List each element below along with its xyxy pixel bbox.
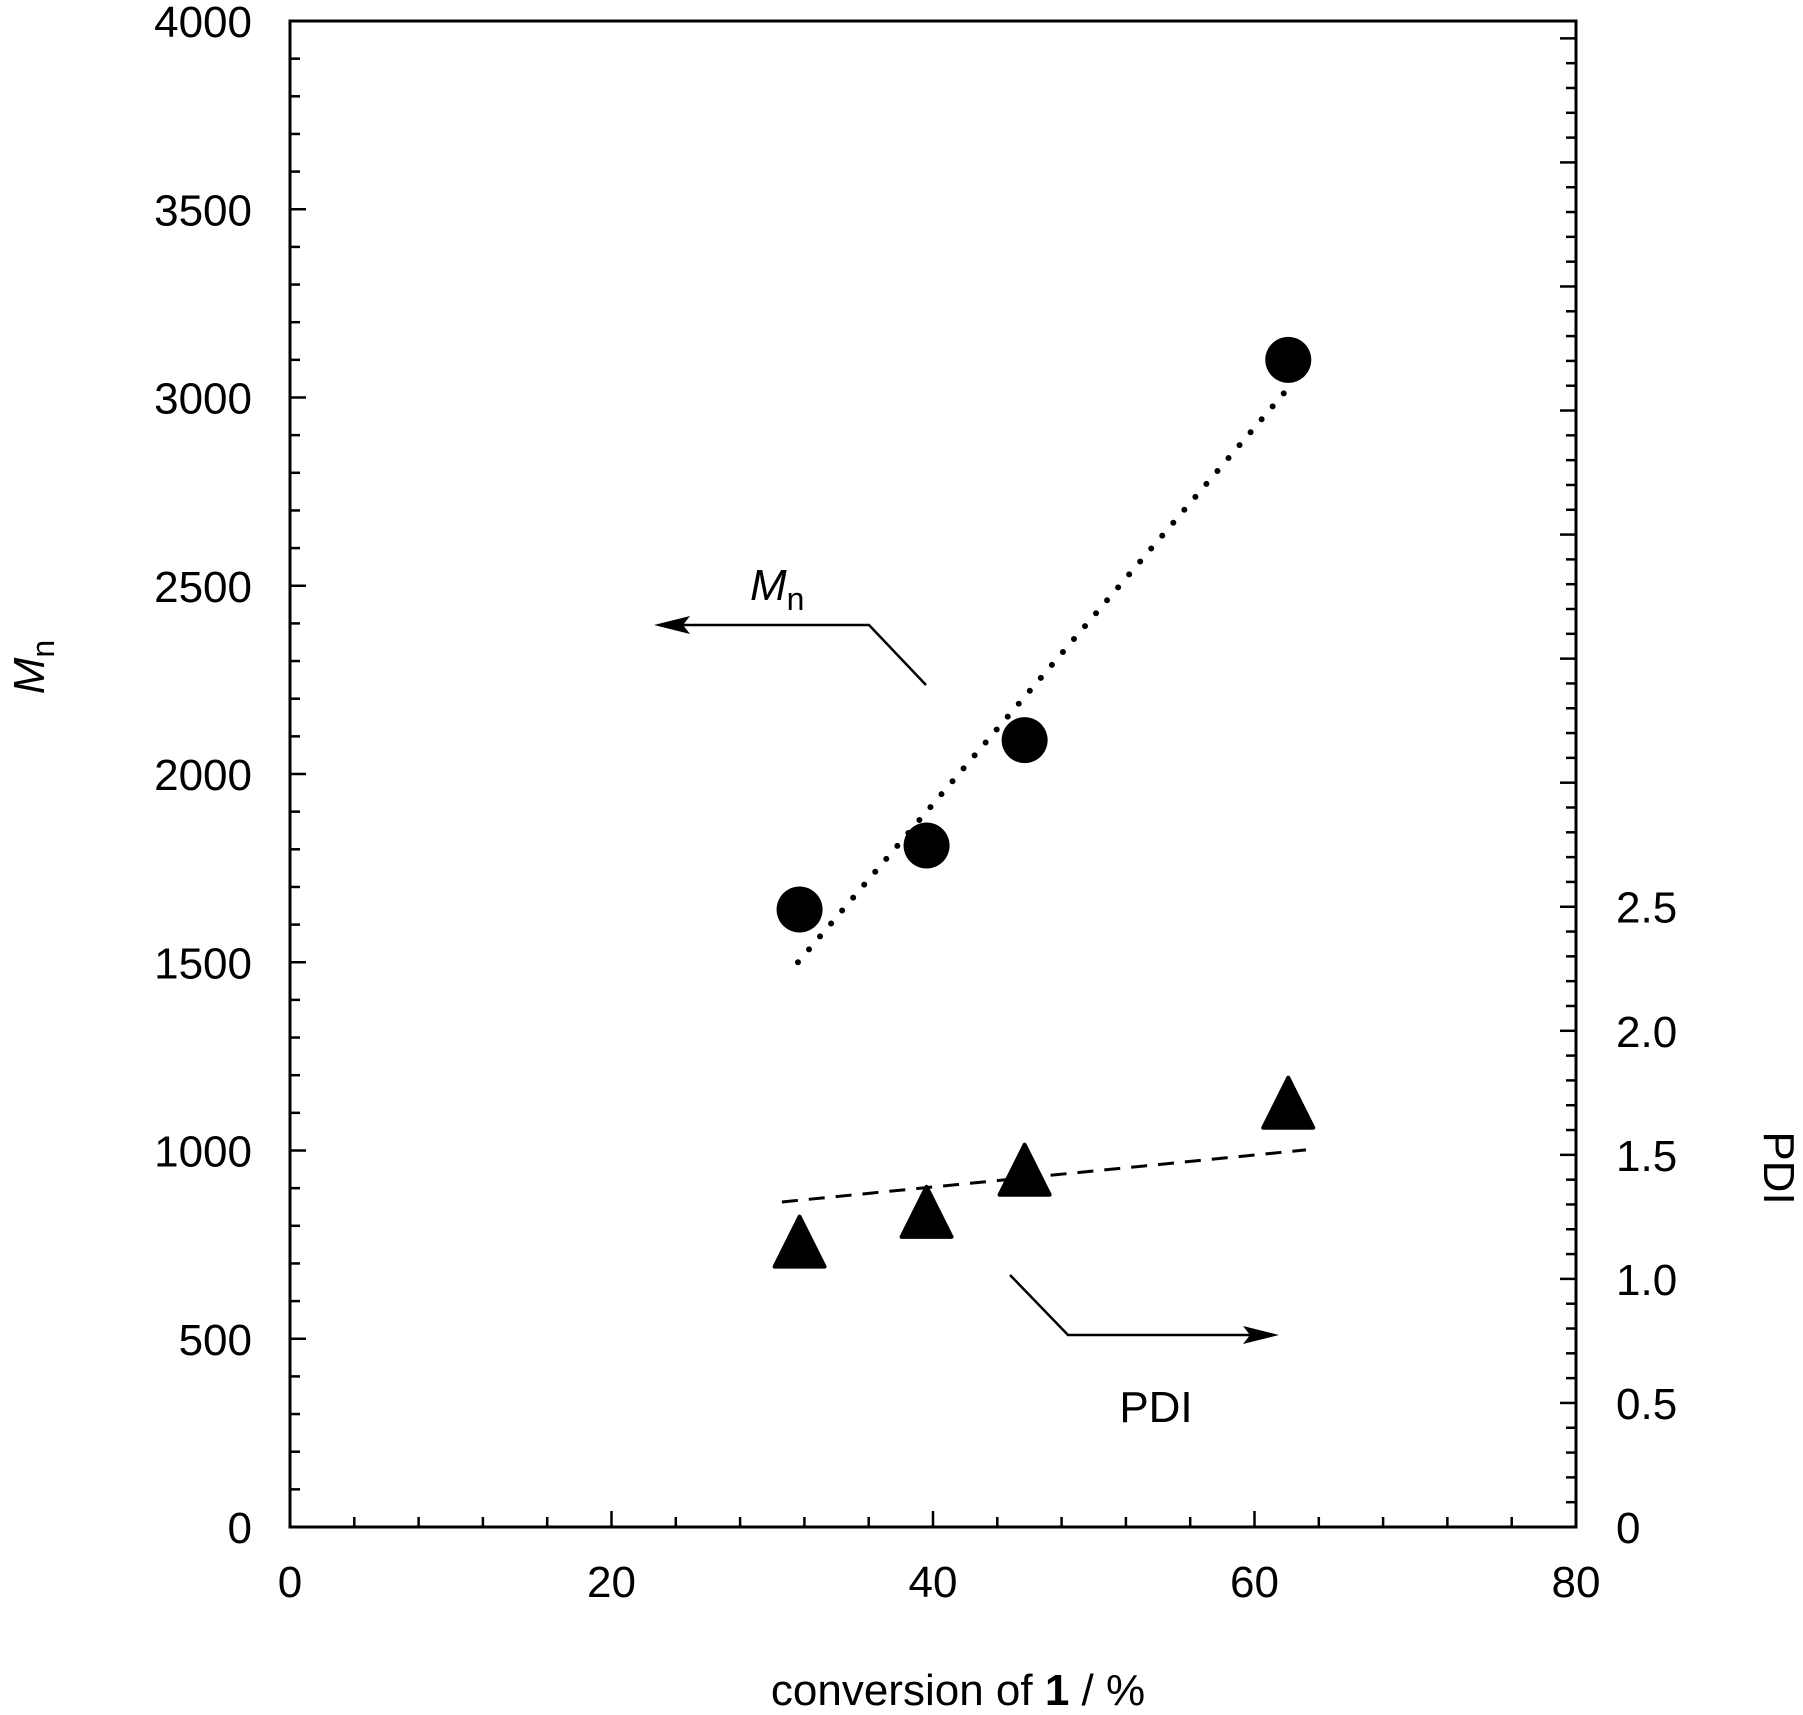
y-left-tick-label: 3500 bbox=[154, 186, 252, 235]
y-right-tick-label: 0 bbox=[1616, 1504, 1640, 1553]
x-tick-label: 40 bbox=[909, 1558, 958, 1607]
mn-data-point bbox=[776, 886, 823, 933]
y-left-tick-label: 2500 bbox=[154, 563, 252, 612]
y-left-axis-title: Mn bbox=[5, 640, 61, 694]
pdi-data-point bbox=[1261, 1075, 1316, 1130]
x-tick-label: 0 bbox=[278, 1558, 302, 1607]
x-title-prefix: conversion of bbox=[771, 1666, 1045, 1715]
pdi-data-point bbox=[899, 1184, 954, 1239]
y-left-title-sub: n bbox=[25, 640, 61, 658]
mn-annotation-main: M bbox=[750, 561, 787, 610]
mn-arrow-line bbox=[675, 623, 927, 686]
pdi-arrow-head-icon bbox=[1243, 1326, 1279, 1344]
pdi-arrow-line bbox=[1009, 1274, 1258, 1337]
y-left-tick-label: 0 bbox=[228, 1504, 252, 1553]
mn-data-point bbox=[903, 822, 950, 869]
pdi-fit-line bbox=[781, 1148, 1307, 1204]
x-tick-label: 20 bbox=[587, 1558, 636, 1607]
y-right-tick-label: 2.0 bbox=[1616, 1008, 1677, 1057]
mn-annotation-label: Mn bbox=[750, 561, 804, 617]
y-left-tick-label: 2000 bbox=[154, 751, 252, 800]
mn-data-point bbox=[1265, 336, 1312, 383]
y-left-tick-label: 1500 bbox=[154, 939, 252, 988]
pdi-data-point bbox=[997, 1142, 1052, 1197]
y-right-tick-label: 0.5 bbox=[1616, 1380, 1677, 1429]
y-left-title-main: M bbox=[5, 657, 54, 694]
mn-data-point bbox=[1001, 717, 1048, 764]
x-tick-label: 80 bbox=[1552, 1558, 1601, 1607]
mn-annotation-sub: n bbox=[787, 581, 805, 617]
y-left-tick-label: 4000 bbox=[154, 0, 252, 47]
mn-annotation: Mn bbox=[654, 561, 927, 686]
marks bbox=[772, 336, 1316, 1269]
y-right-tick-label: 1.5 bbox=[1616, 1132, 1677, 1181]
y-right-tick-label: 2.5 bbox=[1616, 884, 1677, 933]
y-right-tick-label: 1.0 bbox=[1616, 1256, 1677, 1305]
x-axis-title: conversion of 1 / % bbox=[771, 1666, 1145, 1715]
y-left-tick-label: 3000 bbox=[154, 375, 252, 424]
y-right-axis-title: PDI bbox=[1754, 1131, 1803, 1204]
pdi-data-point bbox=[772, 1214, 827, 1269]
plot-frame bbox=[288, 19, 1578, 1529]
pdi-annotation: PDI bbox=[1009, 1274, 1279, 1432]
mn-fit-line bbox=[794, 385, 1292, 966]
mn-arrow-head-icon bbox=[654, 616, 690, 634]
y-left-tick-label: 500 bbox=[179, 1316, 252, 1365]
x-tick-label: 60 bbox=[1230, 1558, 1279, 1607]
x-title-suffix: / % bbox=[1069, 1666, 1145, 1715]
pdi-annotation-label: PDI bbox=[1119, 1383, 1192, 1432]
x-title-bold: 1 bbox=[1045, 1666, 1069, 1715]
y-left-tick-label: 1000 bbox=[154, 1128, 252, 1177]
axes: 0 20 40 60 80 0 500 1000 1500 2000 2500 3000 3500 400… bbox=[154, 0, 1677, 1607]
